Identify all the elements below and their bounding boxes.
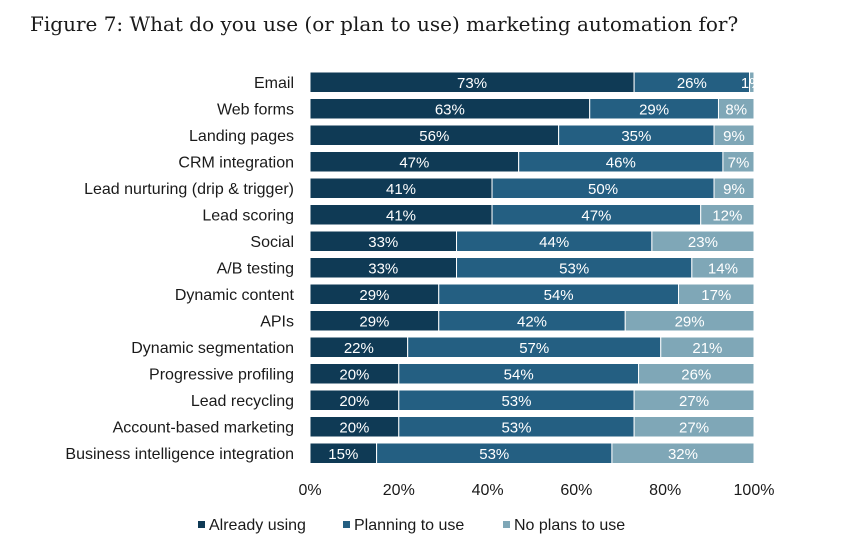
data-label: 32% bbox=[668, 446, 698, 463]
bar-segment bbox=[713, 177, 755, 199]
data-label: 63% bbox=[435, 101, 465, 118]
x-tick-label: 80% bbox=[649, 482, 681, 499]
data-label: 29% bbox=[675, 313, 705, 330]
data-label: 73% bbox=[457, 75, 487, 92]
data-label: 41% bbox=[386, 181, 416, 198]
data-label: 15% bbox=[328, 446, 358, 463]
category-label: Dynamic segmentation bbox=[131, 340, 294, 357]
data-label: 17% bbox=[701, 287, 731, 304]
x-tick-label: 100% bbox=[734, 482, 775, 499]
category-label: Landing pages bbox=[189, 128, 294, 145]
data-label: 42% bbox=[517, 313, 547, 330]
x-tick-label: 20% bbox=[383, 482, 415, 499]
data-label: 8% bbox=[725, 101, 747, 118]
data-label: 35% bbox=[621, 128, 651, 145]
chart-title: Figure 7: What do you use (or plan to us… bbox=[30, 12, 739, 36]
data-label: 47% bbox=[581, 207, 611, 224]
data-label: 53% bbox=[479, 446, 509, 463]
bar-segment bbox=[633, 389, 755, 411]
data-label: 27% bbox=[679, 393, 709, 410]
x-tick-label: 40% bbox=[472, 482, 504, 499]
x-tick-label: 0% bbox=[298, 482, 321, 499]
category-label: Social bbox=[250, 234, 294, 251]
category-label: Email bbox=[254, 75, 294, 92]
data-label: 26% bbox=[681, 366, 711, 383]
category-label: Account-based marketing bbox=[113, 419, 294, 436]
data-label: 14% bbox=[708, 260, 738, 277]
legend-swatch bbox=[503, 521, 510, 528]
data-label: 53% bbox=[501, 419, 531, 436]
bar-segment bbox=[722, 151, 755, 173]
data-label: 27% bbox=[679, 419, 709, 436]
bar-segment bbox=[749, 71, 755, 93]
category-label: Lead nurturing (drip & trigger) bbox=[84, 181, 294, 198]
data-label: 44% bbox=[539, 234, 569, 251]
category-label: A/B testing bbox=[217, 260, 294, 277]
data-label: 21% bbox=[692, 340, 722, 357]
legend: Already using Planning to use No plans to … bbox=[198, 517, 625, 534]
legend-swatch bbox=[343, 521, 350, 528]
data-label: 20% bbox=[339, 393, 369, 410]
data-label: 9% bbox=[723, 128, 745, 145]
data-label: 20% bbox=[339, 366, 369, 383]
data-label: 33% bbox=[368, 234, 398, 251]
legend-label: Planning to use bbox=[354, 517, 464, 534]
bar-segment bbox=[713, 124, 755, 146]
bar-segment bbox=[651, 230, 755, 252]
data-label: 56% bbox=[419, 128, 449, 145]
data-label: 20% bbox=[339, 419, 369, 436]
data-label: 7% bbox=[728, 154, 750, 171]
category-labels: Email Web forms Landing pages CRM integrati… bbox=[65, 75, 294, 463]
data-label: 54% bbox=[504, 366, 534, 383]
bar-segment bbox=[700, 204, 755, 226]
category-label: Lead recycling bbox=[191, 393, 294, 410]
data-label: 1% bbox=[741, 75, 763, 92]
bar-segment bbox=[717, 98, 755, 120]
data-label: 53% bbox=[501, 393, 531, 410]
category-label: Business intelligence integration bbox=[65, 446, 294, 463]
bar-segment bbox=[624, 310, 755, 332]
category-label: Dynamic content bbox=[175, 287, 295, 304]
bar-segment bbox=[611, 442, 755, 464]
data-label: 47% bbox=[399, 154, 429, 171]
bars-layer: 73% 26% 1% 63% 29% 8% 56% 35% 9% 47% 46% 7% 41% 50% 9%… bbox=[309, 71, 763, 464]
data-label: 29% bbox=[359, 287, 389, 304]
data-label: 41% bbox=[386, 207, 416, 224]
data-label: 46% bbox=[606, 154, 636, 171]
category-label: Web forms bbox=[217, 101, 294, 118]
bar-segment bbox=[678, 283, 755, 305]
legend-swatch bbox=[198, 521, 205, 528]
x-tick-label: 60% bbox=[560, 482, 592, 499]
data-label: 29% bbox=[639, 101, 669, 118]
bar-segment bbox=[638, 363, 755, 385]
bar-segment bbox=[660, 336, 755, 358]
category-label: Lead scoring bbox=[202, 207, 294, 224]
legend-label: No plans to use bbox=[514, 517, 625, 534]
data-label: 53% bbox=[559, 260, 589, 277]
data-label: 23% bbox=[688, 234, 718, 251]
data-label: 33% bbox=[368, 260, 398, 277]
data-label: 22% bbox=[344, 340, 374, 357]
data-label: 12% bbox=[712, 207, 742, 224]
data-label: 50% bbox=[588, 181, 618, 198]
category-label: APIs bbox=[260, 313, 294, 330]
data-label: 54% bbox=[544, 287, 574, 304]
legend-label: Already using bbox=[209, 517, 306, 534]
data-label: 29% bbox=[359, 313, 389, 330]
data-label: 57% bbox=[519, 340, 549, 357]
data-label: 9% bbox=[723, 181, 745, 198]
category-label: Progressive profiling bbox=[149, 366, 294, 383]
bar-segment bbox=[633, 416, 755, 438]
bar-segment bbox=[691, 257, 755, 279]
category-label: CRM integration bbox=[178, 154, 294, 171]
x-axis-ticks: 0% 20% 40% 60% 80% 100% bbox=[298, 482, 774, 499]
data-label: 26% bbox=[677, 75, 707, 92]
